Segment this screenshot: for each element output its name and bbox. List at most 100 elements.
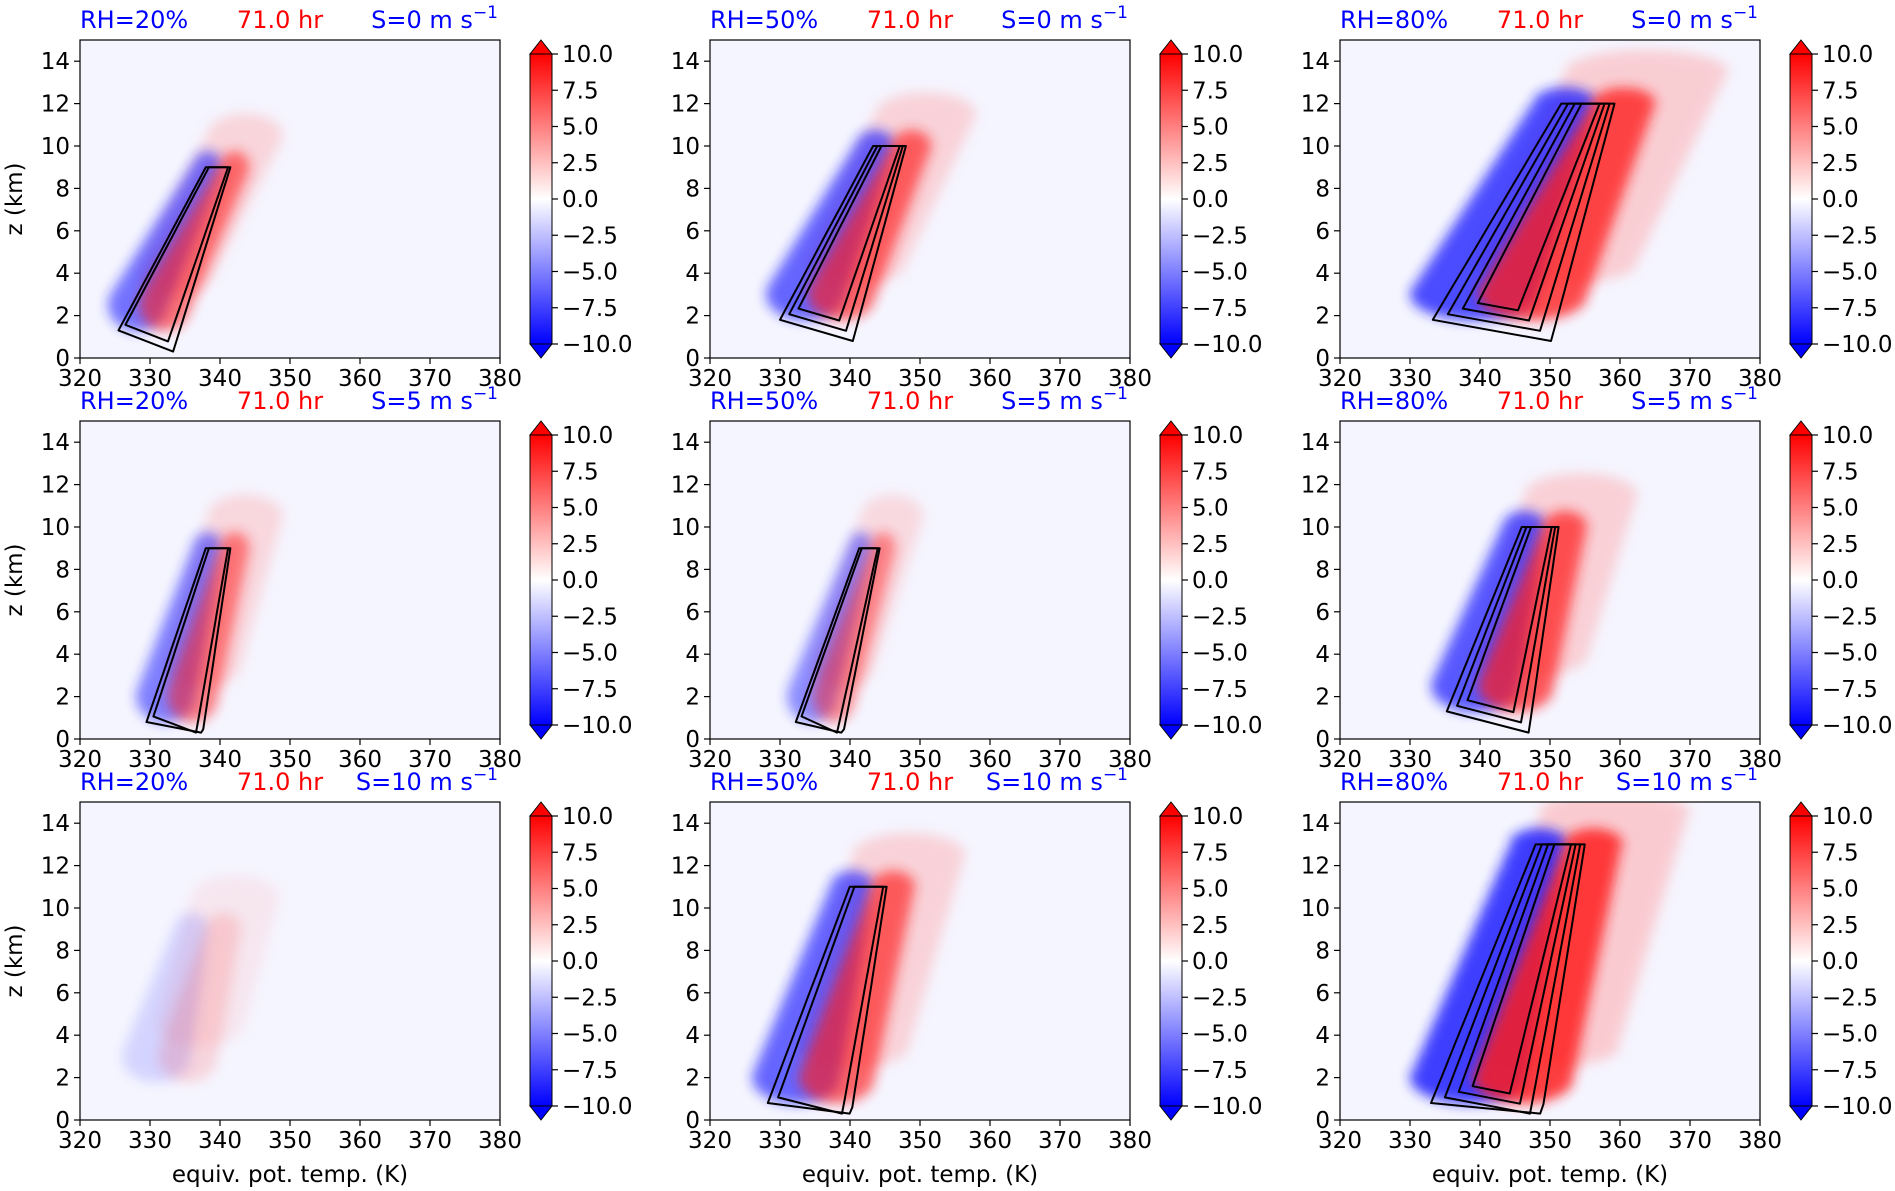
- x-tick-label: 330: [128, 747, 172, 773]
- colorbar-max-arrow: [1158, 420, 1184, 436]
- colorbar-max-arrow: [1158, 39, 1184, 55]
- x-tick-label: 320: [1318, 366, 1362, 392]
- y-tick-label: 14: [1301, 49, 1330, 75]
- shear-label: S=0 m s−1: [371, 3, 498, 34]
- x-tick-label: 350: [1528, 1128, 1572, 1154]
- x-tick-label: 370: [1038, 1128, 1082, 1154]
- y-tick-label: 0: [685, 1108, 700, 1134]
- x-tick-label: 360: [338, 1128, 382, 1154]
- x-tick-label: 320: [58, 366, 102, 392]
- x-tick-label: 320: [688, 366, 732, 392]
- y-tick-label: 4: [685, 261, 700, 287]
- y-tick-label: 2: [55, 685, 70, 711]
- x-tick-label: 330: [758, 747, 802, 773]
- time-label: 71.0 hr: [867, 768, 953, 796]
- contour-line: [117, 166, 232, 353]
- colorbar-tick-label: 10.0: [562, 423, 613, 449]
- y-tick-label: 6: [1315, 219, 1330, 245]
- colorbar-tick-label: 0.0: [1192, 187, 1229, 213]
- shear-value: S=5 m s: [1001, 387, 1103, 415]
- colorbar-tick-label: 7.5: [562, 459, 599, 485]
- shear-label: S=5 m s−1: [1001, 384, 1128, 415]
- rh-label: RH=20%: [80, 6, 188, 34]
- colorbar-tick-label: −2.5: [1822, 223, 1878, 249]
- rh-label: RH=20%: [80, 387, 188, 415]
- colorbar-gradient: [529, 815, 553, 1107]
- y-tick-label: 12: [1301, 854, 1330, 880]
- colorbar-tick-label: 5.0: [562, 115, 599, 141]
- colorbar-tick-label: −2.5: [562, 985, 618, 1011]
- shear-exponent: −1: [1733, 384, 1758, 404]
- y-tick-label: 6: [685, 600, 700, 626]
- y-tick-label: 0: [55, 346, 70, 372]
- colorbar-tick-label: 7.5: [1822, 840, 1859, 866]
- y-tick-label: 12: [41, 854, 70, 880]
- shear-label: S=10 m s−1: [356, 765, 498, 796]
- colorbar-gradient: [529, 53, 553, 345]
- contour-line: [1457, 843, 1577, 1105]
- y-tick-label: 12: [1301, 473, 1330, 499]
- colorbar-min-arrow: [528, 724, 554, 740]
- y-tick-label: 4: [1315, 1023, 1330, 1049]
- x-tick-label: 350: [1528, 366, 1572, 392]
- colorbar-tick-label: 7.5: [1822, 78, 1859, 104]
- time-label: 71.0 hr: [867, 387, 953, 415]
- positive-perturbation: [1524, 473, 1638, 518]
- panel: 320 330 340 350 360 370 380 0 2 4 6 8 10 12 14 RH=80% 71…: [1301, 765, 1893, 1188]
- y-tick-label: 4: [1315, 642, 1330, 668]
- field: [107, 113, 283, 353]
- colorbar: 10.0 7.5 5.0 2.5 0.0 −2.5 −5.0 −7.5 −10.0: [1788, 420, 1892, 740]
- colorbar-tick-label: 0.0: [562, 949, 599, 975]
- y-tick-label: 10: [41, 515, 70, 541]
- x-tick-label: 340: [1458, 747, 1502, 773]
- y-tick-label: 12: [41, 92, 70, 118]
- shear-label: S=0 m s−1: [1001, 3, 1128, 34]
- colorbar-tick-label: 10.0: [1192, 804, 1243, 830]
- panel: 320 330 340 350 360 370 380 0 2 4 6 8 10 12 14 RH=80% 71…: [1301, 384, 1893, 773]
- time-label: 71.0 hr: [237, 6, 323, 34]
- colorbar-tick-label: −5.0: [1822, 641, 1878, 667]
- x-tick-label: 380: [1738, 1128, 1782, 1154]
- colorbar-tick-label: 0.0: [1192, 949, 1229, 975]
- colorbar-gradient: [529, 434, 553, 726]
- colorbar-gradient: [1789, 815, 1813, 1107]
- y-tick-label: 10: [41, 896, 70, 922]
- x-tick-label: 360: [1598, 747, 1642, 773]
- x-tick-label: 320: [1318, 747, 1362, 773]
- contour-line: [766, 885, 888, 1115]
- time-label: 71.0 hr: [1497, 387, 1583, 415]
- colorbar-tick-label: 2.5: [562, 913, 599, 939]
- y-tick-label: 2: [685, 685, 700, 711]
- colorbar-tick-label: −7.5: [1192, 1058, 1248, 1084]
- colorbar-tick-label: −5.0: [1192, 260, 1248, 286]
- y-tick-label: 6: [1315, 981, 1330, 1007]
- colorbar-tick-label: −7.5: [1822, 1058, 1878, 1084]
- contour-line: [124, 166, 230, 343]
- shear-label: S=0 m s−1: [1631, 3, 1758, 34]
- y-tick-label: 8: [1315, 176, 1330, 202]
- field: [787, 494, 924, 734]
- field: [1410, 802, 1690, 1115]
- y-tick-label: 4: [1315, 261, 1330, 287]
- positive-perturbation: [1564, 49, 1729, 94]
- colorbar: 10.0 7.5 5.0 2.5 0.0 −2.5 −5.0 −7.5 −10.0: [1788, 801, 1892, 1121]
- y-tick-label: 8: [55, 557, 70, 583]
- colorbar-tick-label: 0.0: [1192, 568, 1229, 594]
- y-tick-label: 0: [685, 346, 700, 372]
- panel: 320 330 340 350 360 370 380 0 2 4 6 8 10 12 14 RH=50% 71…: [671, 3, 1263, 392]
- colorbar-tick-label: −5.0: [1192, 1022, 1248, 1048]
- y-tick-label: 2: [1315, 685, 1330, 711]
- x-tick-label: 330: [1388, 747, 1432, 773]
- x-tick-label: 360: [1598, 366, 1642, 392]
- time-label: 71.0 hr: [237, 768, 323, 796]
- field: [766, 92, 976, 342]
- y-tick-label: 2: [55, 1066, 70, 1092]
- x-tick-label: 320: [688, 747, 732, 773]
- y-tick-label: 14: [41, 430, 70, 456]
- x-tick-label: 380: [1108, 366, 1152, 392]
- colorbar-gradient: [1789, 53, 1813, 345]
- colorbar-min-arrow: [1158, 1105, 1184, 1121]
- x-tick-label: 360: [968, 747, 1012, 773]
- colorbar: 10.0 7.5 5.0 2.5 0.0 −2.5 −5.0 −7.5 −10.0: [1158, 801, 1262, 1121]
- colorbar-max-arrow: [528, 801, 554, 817]
